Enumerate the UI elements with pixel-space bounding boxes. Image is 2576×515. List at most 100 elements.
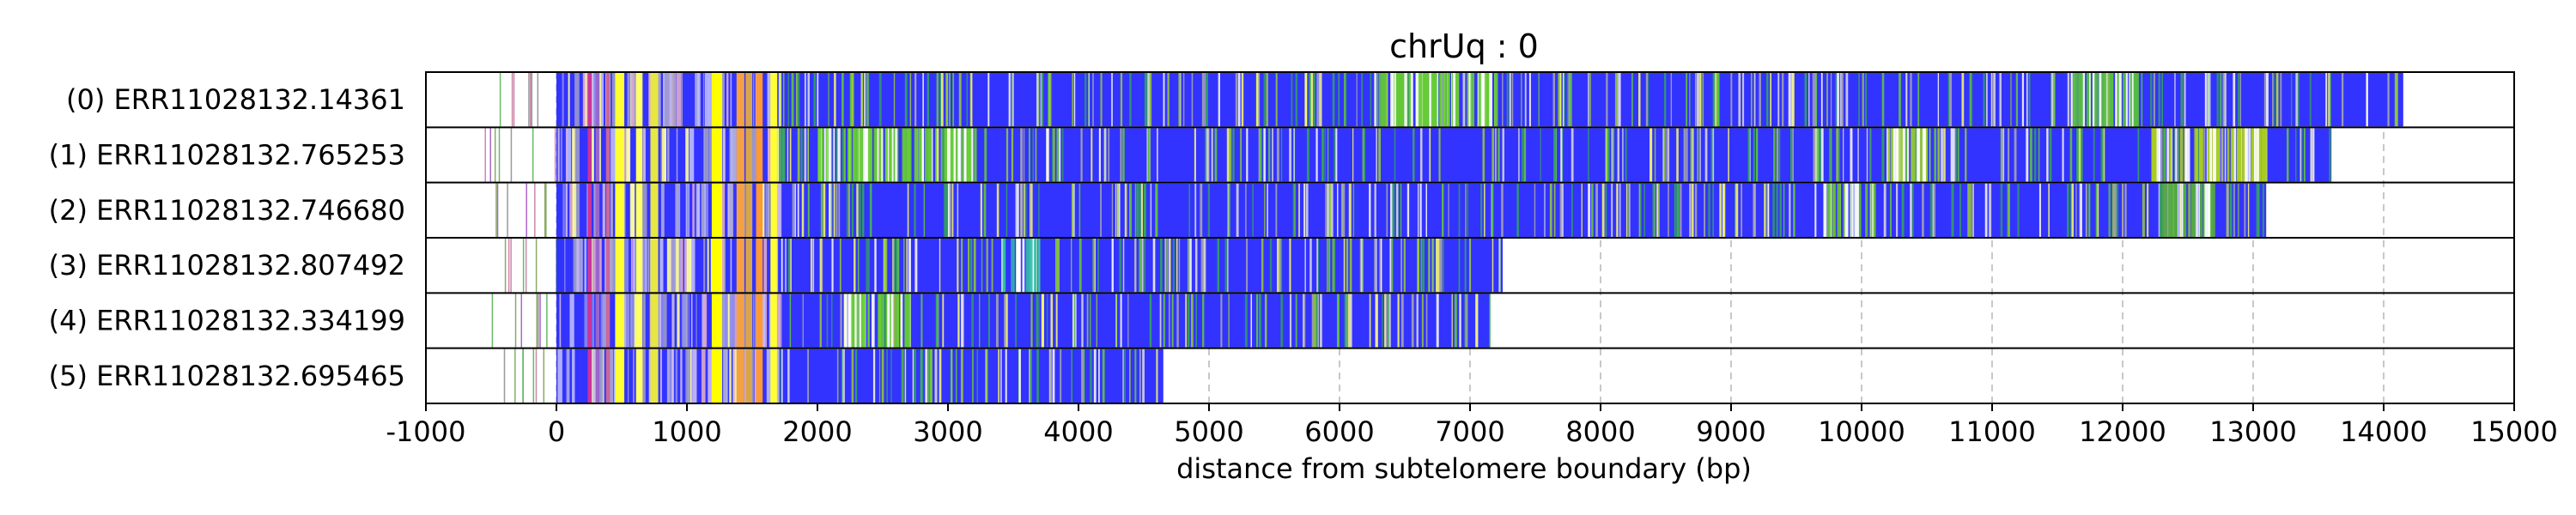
band bbox=[756, 183, 763, 237]
variant-stripe bbox=[831, 239, 834, 293]
variant-zone-stripe bbox=[1379, 73, 1381, 127]
variant-zone-stripe bbox=[2086, 73, 2090, 127]
variant-stripe bbox=[2111, 183, 2115, 237]
variant-stripe bbox=[1910, 183, 1912, 237]
variant-stripe bbox=[1122, 128, 1125, 182]
variant-zone-stripe bbox=[881, 128, 884, 182]
read-track bbox=[504, 239, 1503, 293]
variant-stripe bbox=[2204, 73, 2208, 127]
variant-zone-stripe bbox=[887, 294, 890, 348]
variant-stripe bbox=[856, 183, 859, 237]
variant-stripe bbox=[838, 183, 841, 237]
variant-stripe bbox=[1036, 239, 1039, 293]
variant-zone-stripe bbox=[2184, 183, 2187, 237]
variant-stripe bbox=[1292, 183, 1295, 237]
variant-stripe bbox=[945, 183, 949, 237]
variant-stripe bbox=[1073, 73, 1076, 127]
variant-stripe bbox=[830, 294, 833, 348]
variant-stripe bbox=[2300, 128, 2302, 182]
variant-stripe bbox=[1098, 128, 1101, 182]
variant-zone-stripe bbox=[1823, 183, 1827, 237]
variant-zone-stripe bbox=[2136, 73, 2139, 127]
texture-stripe bbox=[683, 239, 689, 293]
variant-stripe bbox=[1816, 128, 1820, 182]
variant-zone-stripe bbox=[2134, 73, 2137, 127]
pre-boundary-mark bbox=[520, 294, 523, 348]
variant-zone-stripe bbox=[1479, 73, 1481, 127]
variant-stripe bbox=[1637, 73, 1641, 127]
variant-zone-stripe bbox=[2253, 128, 2257, 182]
variant-zone-stripe bbox=[1404, 73, 1407, 127]
variant-stripe bbox=[1442, 183, 1444, 237]
variant-stripe bbox=[1061, 128, 1064, 182]
variant-stripe bbox=[2179, 183, 2182, 237]
pre-boundary-mark bbox=[535, 348, 538, 403]
variant-stripe bbox=[1826, 73, 1828, 127]
texture-stripe bbox=[647, 239, 650, 293]
variant-stripe bbox=[1257, 73, 1261, 127]
variant-zone-stripe bbox=[1828, 183, 1832, 237]
texture-stripe bbox=[592, 239, 597, 293]
variant-stripe bbox=[1004, 294, 1006, 348]
variant-stripe bbox=[1163, 294, 1165, 348]
variant-stripe bbox=[904, 73, 908, 127]
variant-stripe bbox=[904, 348, 907, 403]
variant-stripe bbox=[1139, 348, 1141, 403]
variant-zone-stripe bbox=[859, 128, 862, 182]
band bbox=[635, 239, 643, 293]
variant-stripe bbox=[2030, 128, 2032, 182]
variant-stripe bbox=[890, 348, 892, 403]
variant-stripe bbox=[1969, 73, 1971, 127]
variant-stripe bbox=[912, 348, 914, 403]
texture-stripe bbox=[671, 294, 674, 348]
variant-stripe bbox=[830, 183, 833, 237]
variant-stripe bbox=[1770, 73, 1771, 127]
pre-boundary-mark bbox=[514, 294, 517, 348]
variant-stripe bbox=[1910, 73, 1912, 127]
texture-stripe bbox=[670, 348, 672, 403]
variant-stripe bbox=[2224, 128, 2227, 182]
variant-zone-stripe bbox=[1394, 73, 1396, 127]
variant-zone-stripe bbox=[2204, 183, 2208, 237]
read-label: (0) ERR11028132.14361 bbox=[66, 83, 405, 116]
band bbox=[745, 294, 752, 348]
variant-stripe bbox=[1866, 128, 1868, 182]
band bbox=[605, 348, 611, 403]
variant-stripe bbox=[1676, 183, 1680, 237]
variant-stripe bbox=[1952, 183, 1954, 237]
variant-stripe bbox=[934, 348, 938, 403]
variant-stripe bbox=[1753, 128, 1755, 182]
variant-stripe bbox=[1524, 73, 1527, 127]
texture-stripe bbox=[598, 239, 602, 293]
variant-zone-stripe bbox=[1447, 73, 1449, 127]
variant-stripe bbox=[1458, 239, 1461, 293]
variant-stripe bbox=[1694, 183, 1698, 237]
variant-stripe bbox=[1309, 73, 1311, 127]
texture-stripe bbox=[623, 183, 626, 237]
variant-stripe bbox=[1168, 239, 1171, 293]
variant-stripe bbox=[1652, 183, 1656, 237]
texture-stripe bbox=[680, 348, 683, 403]
variant-stripe bbox=[902, 348, 904, 403]
variant-zone-stripe bbox=[956, 128, 958, 182]
variant-stripe bbox=[950, 348, 953, 403]
variant-stripe bbox=[1862, 73, 1864, 127]
x-tick-label: 14000 bbox=[2340, 415, 2427, 448]
band bbox=[756, 73, 763, 127]
x-tick-label: 6000 bbox=[1304, 415, 1374, 448]
variant-stripe bbox=[1764, 183, 1766, 237]
variant-zone-stripe bbox=[926, 128, 930, 182]
variant-zone-stripe bbox=[2245, 128, 2249, 182]
variant-zone-stripe bbox=[2181, 183, 2184, 237]
variant-stripe bbox=[794, 183, 796, 237]
variant-stripe bbox=[1147, 73, 1150, 127]
variant-zone-stripe bbox=[1851, 183, 1854, 237]
variant-stripe bbox=[1008, 73, 1011, 127]
variant-stripe bbox=[1182, 73, 1185, 127]
variant-zone-stripe bbox=[1832, 183, 1836, 237]
variant-stripe bbox=[1788, 73, 1791, 127]
variant-stripe bbox=[1298, 183, 1300, 237]
texture-stripe bbox=[729, 183, 734, 237]
variant-stripe bbox=[1814, 128, 1817, 182]
variant-stripe bbox=[2114, 183, 2117, 237]
